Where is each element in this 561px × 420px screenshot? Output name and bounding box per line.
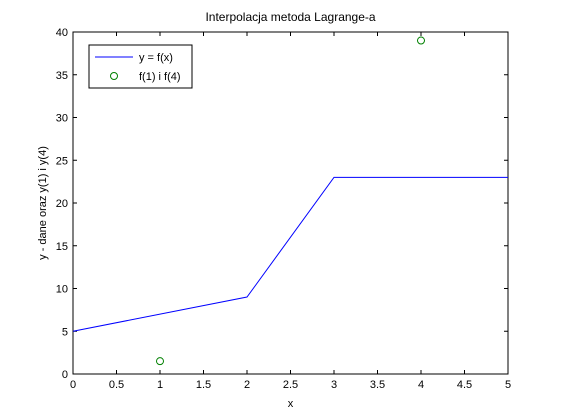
y-tick-label: 30	[56, 113, 68, 125]
y-tick-label: 25	[56, 155, 68, 167]
x-tick-label: 5	[505, 379, 511, 391]
x-tick-label: 3.5	[370, 379, 385, 391]
legend: y = f(x) f(1) i f(4)	[88, 44, 193, 89]
data-point-marker	[417, 36, 425, 45]
y-tick-label: 5	[62, 326, 68, 338]
series-line-f-x	[72, 176, 508, 332]
legend-entry-label: f(1) i f(4)	[139, 71, 181, 83]
x-tick-label: 1.5	[196, 379, 211, 391]
x-tick-label: 0	[70, 379, 76, 391]
y-tick-label: 10	[56, 284, 68, 296]
y-tick-label: 40	[56, 27, 68, 39]
y-tick-label: 35	[56, 70, 68, 82]
legend-marker-swatch	[110, 72, 118, 80]
x-tick-label: 3	[331, 379, 337, 391]
legend-box	[88, 44, 193, 89]
y-tick-label: 0	[62, 369, 68, 381]
x-tick-label: 2.5	[283, 379, 298, 391]
x-tick-label: 4	[418, 379, 424, 391]
x-tick-label: 0.5	[109, 379, 124, 391]
x-axis-label: x	[288, 398, 294, 410]
x-tick-label: 4.5	[457, 379, 472, 391]
legend-entry-label: y = f(x)	[139, 52, 173, 64]
y-tick-label: 15	[56, 241, 68, 253]
y-tick-label: 20	[56, 198, 68, 210]
chart-title: Interpolacja metoda Lagrange-a	[205, 10, 375, 24]
y-axis-label: y - dane oraz y(1) i y(4)	[37, 146, 49, 260]
data-point-marker	[156, 357, 164, 366]
x-tick-label: 2	[244, 379, 250, 391]
plot-area: 0 0.5 1 1.5 2 2.5 3 3.5 4 4.5 5 0 5 10 15 20 25 30 35 40	[56, 27, 511, 391]
x-tick-label: 1	[157, 379, 163, 391]
